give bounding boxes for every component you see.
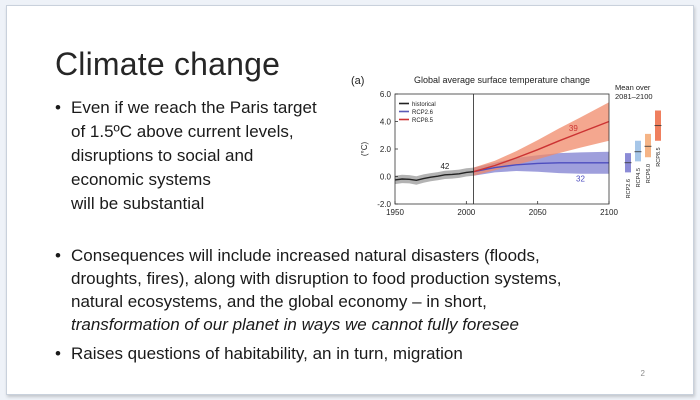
mean-bar-label: RCP4.5 bbox=[636, 168, 642, 187]
chart-title: Global average surface temperature chang… bbox=[414, 75, 590, 85]
bullet-line: of 1.5ºC above current levels, bbox=[71, 122, 294, 141]
bullet-habitability: Raises questions of habitability, an in … bbox=[55, 342, 675, 365]
y-axis-label: (°C) bbox=[360, 142, 369, 157]
bullet-line: economic systems bbox=[71, 170, 211, 189]
bullet-line-italic: transformation of our planet in ways we … bbox=[71, 315, 519, 334]
mean-bar bbox=[645, 133, 651, 158]
slide-title: Climate change bbox=[55, 46, 281, 82]
x-tick-label: 2100 bbox=[600, 208, 618, 217]
bullet-consequences: Consequences will include increased natu… bbox=[55, 244, 675, 336]
mean-bar-label: RCP6.0 bbox=[646, 164, 652, 183]
y-tick-label: 0.0 bbox=[380, 173, 392, 182]
bullet-line: disruptions to social and bbox=[71, 146, 254, 165]
bullet-list-top: Even if we reach the Paris target of 1.5… bbox=[55, 96, 355, 216]
y-tick-label: 6.0 bbox=[380, 90, 392, 99]
bullet-list-bottom: Consequences will include increased natu… bbox=[55, 244, 675, 371]
line-historical bbox=[394, 171, 474, 182]
mean-panel-title: 2081–2100 bbox=[615, 92, 653, 101]
annotation-label: 42 bbox=[440, 162, 449, 171]
panel-label: (a) bbox=[351, 75, 364, 87]
mean-panel-title: Mean over bbox=[615, 83, 651, 92]
x-tick-label: 2000 bbox=[457, 208, 475, 217]
legend-label: historical bbox=[412, 102, 436, 108]
slide: Climate change Even if we reach the Pari… bbox=[6, 5, 694, 395]
line-rcp26 bbox=[473, 162, 609, 173]
band-rcp85 bbox=[473, 102, 609, 176]
legend-label: RCP8.5 bbox=[412, 118, 434, 124]
page-number: 2 bbox=[640, 369, 645, 378]
bullet-line: will be substantial bbox=[71, 194, 205, 213]
legend-label: RCP2.6 bbox=[412, 110, 434, 116]
mean-bar-label: RCP2.6 bbox=[626, 179, 632, 198]
x-tick-label: 1950 bbox=[386, 208, 404, 217]
annotation-label: 32 bbox=[576, 174, 585, 183]
y-tick-label: 2.0 bbox=[380, 145, 392, 154]
y-tick-label: 4.0 bbox=[380, 118, 392, 127]
mean-bar bbox=[635, 140, 641, 162]
mean-bar-label: RCP8.5 bbox=[656, 147, 662, 166]
bullet-line: Consequences will include increased natu… bbox=[71, 246, 540, 265]
x-tick-label: 2050 bbox=[529, 208, 547, 217]
temperature-chart-svg: (a) Global average surface temperature ch… bbox=[351, 75, 662, 217]
bullet-paris-target: Even if we reach the Paris target of 1.5… bbox=[55, 96, 355, 216]
annotation-label: 39 bbox=[569, 124, 578, 133]
bullet-line: droughts, fires), along with disruption … bbox=[71, 269, 562, 288]
y-tick-label: -2.0 bbox=[377, 200, 391, 209]
bullet-line: Even if we reach the Paris target bbox=[71, 98, 317, 117]
bullet-line: natural ecosystems, and the global econo… bbox=[71, 292, 487, 311]
line-rcp85 bbox=[473, 120, 610, 173]
bullet-line: Raises questions of habitability, an in … bbox=[71, 344, 463, 363]
temperature-chart: (a) Global average surface temperature ch… bbox=[343, 68, 679, 228]
